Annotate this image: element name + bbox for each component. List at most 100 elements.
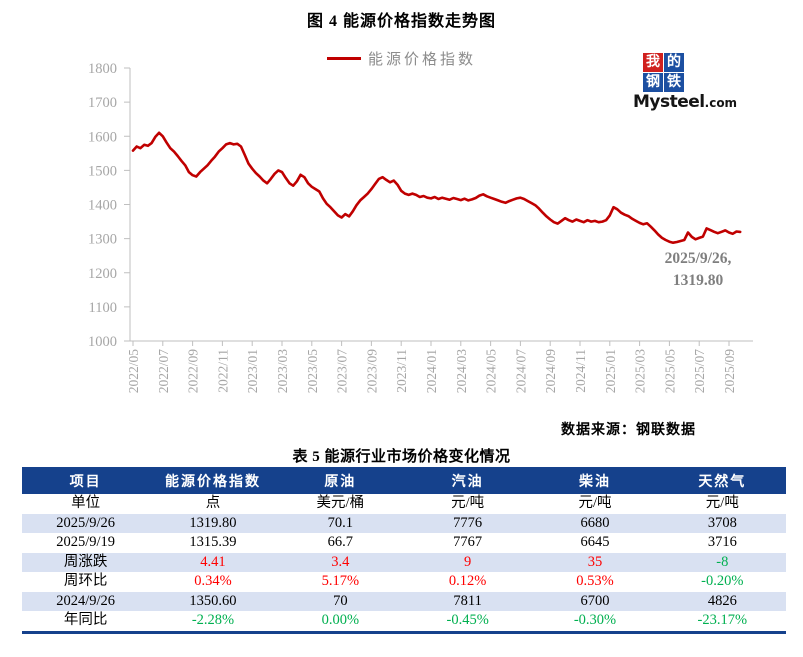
y-axis-label: 1600 — [88, 129, 117, 145]
table-cell: 70 — [276, 591, 404, 611]
x-axis-label: 2024/11 — [573, 349, 588, 393]
table-row: 2024/9/26 1350.60 70 7811 6700 4826 — [22, 591, 786, 611]
table-cell: -23.17% — [697, 612, 748, 628]
x-axis-label: 2023/09 — [364, 349, 379, 394]
mysteel-logo: 我 的 钢 铁 Mysteel.com — [633, 53, 738, 112]
x-axis-label: 2022/09 — [186, 349, 201, 394]
table-header-cell: 汽油 — [403, 467, 532, 494]
table-cell: 3.4 — [276, 552, 404, 572]
table-cell: 7776 — [403, 513, 532, 533]
y-axis-label: 1500 — [88, 163, 117, 179]
logo-char-gang: 钢 — [643, 73, 663, 92]
table-cell: 0.34% — [194, 573, 232, 589]
table-cell: 1319.80 — [149, 513, 277, 533]
annotation-value: 1319.80 — [672, 272, 724, 289]
table-row: 2025/9/19 1315.39 66.7 7767 6645 3716 — [22, 533, 786, 553]
data-source-note: 数据来源：钢联数据 — [561, 423, 696, 438]
table-cell: 2025/9/26 — [22, 513, 150, 533]
table-cell: 9 — [403, 552, 532, 572]
annotation-date: 2025/9/26, — [664, 250, 732, 267]
table-header-cell: 项目 — [22, 467, 150, 494]
table-row: 2025/9/26 1319.80 70.1 7776 6680 3708 — [22, 513, 786, 533]
table-cell: 元/吨 — [578, 495, 612, 511]
table-row: 周涨跌 4.41 3.4 9 35 -8 — [22, 552, 786, 572]
table-cell: 点 — [205, 495, 221, 511]
table-header-cell: 天然气 — [658, 467, 786, 494]
mysteel-wordmark: Mysteel.com — [633, 92, 738, 112]
x-axis-label: 2023/05 — [305, 349, 320, 394]
x-axis-label: 2025/05 — [662, 349, 677, 394]
table-cell: 6645 — [580, 534, 610, 550]
logo-char-wo: 我 — [643, 53, 663, 72]
table-cell: 美元/桶 — [316, 495, 365, 511]
table-cell: -2.28% — [191, 612, 235, 628]
table-cell: 7767 — [453, 534, 483, 550]
table-title: 表 5 能源行业市场价格变化情况 — [292, 449, 511, 465]
table-cell: 1315.39 — [189, 534, 237, 550]
chart-legend: 能源价格指数 — [0, 48, 803, 69]
x-axis-label: 2023/01 — [245, 349, 260, 393]
x-axis-label: 2024/03 — [454, 349, 469, 394]
y-axis-label: 1800 — [88, 61, 117, 77]
table-cell: 66.7 — [327, 534, 353, 550]
y-axis-label: 1000 — [88, 334, 117, 350]
table-cell: 元/吨 — [451, 495, 485, 511]
x-axis-label: 2023/03 — [275, 349, 290, 394]
table-cell: 6680 — [531, 513, 659, 533]
table-cell: 70.1 — [276, 513, 404, 533]
y-axis-label: 1700 — [88, 95, 117, 111]
energy-price-index-chart: 1800 1700 1600 1500 1400 1300 1200 1100 1000 2022… — [88, 61, 753, 394]
legend-line-swatch — [326, 57, 361, 60]
table-cell: 1350.60 — [149, 591, 277, 611]
table-cell: 年同比 — [63, 612, 108, 628]
table-cell: 周涨跌 — [22, 552, 150, 572]
mysteel-logo-grid: 我 的 钢 铁 — [643, 53, 684, 92]
table-cell: 0.00% — [321, 612, 360, 628]
logo-char-de: 的 — [664, 53, 684, 72]
x-axis-label: 2025/09 — [722, 349, 737, 394]
table-cell: 3708 — [658, 513, 786, 533]
x-axis-label: 2025/03 — [633, 349, 648, 394]
x-axis-label: 2022/05 — [126, 349, 141, 394]
figure-title: 图 4 能源价格指数走势图 — [306, 13, 496, 30]
x-axis-label: 2022/07 — [156, 349, 171, 394]
y-axis-label: 1200 — [88, 266, 117, 282]
x-axis-label: 2024/09 — [543, 349, 558, 394]
table-cell: 0.53% — [576, 573, 614, 589]
table-cell: 3716 — [707, 534, 737, 550]
x-axis-label: 2022/11 — [215, 349, 230, 393]
table-cell: 2024/9/26 — [22, 591, 150, 611]
table-row: 单位 点 美元/桶 元/吨 元/吨 元/吨 — [22, 494, 786, 514]
table-header-cell: 能源价格指数 — [149, 467, 277, 494]
x-axis-label: 2024/05 — [484, 349, 499, 394]
table-cell: 4826 — [658, 591, 786, 611]
table-cell: -8 — [658, 552, 786, 572]
energy-price-table: 项目 能源价格指数 原油 汽油 柴油 天然气 单位 点 美元/桶 元/吨 元/吨 元/吨 2025/9… — [22, 467, 786, 634]
x-axis-label: 2025/01 — [603, 349, 618, 393]
legend-label: 能源价格指数 — [367, 52, 476, 68]
table-cell: -0.30% — [573, 612, 617, 628]
x-axis-label: 2024/01 — [424, 349, 439, 393]
x-axis-label: 2023/07 — [335, 349, 350, 394]
x-axis-label: 2025/07 — [692, 349, 707, 394]
table-cell: 0.12% — [448, 573, 487, 589]
table-row: 周环比 0.34% 5.17% 0.12% 0.53% -0.20% — [22, 572, 786, 592]
table-header-cell: 柴油 — [531, 467, 659, 494]
table-cell: 5.17% — [321, 573, 360, 589]
y-axis-label: 1100 — [89, 300, 117, 316]
table-cell: 35 — [531, 552, 659, 572]
table-header-row: 项目 能源价格指数 原油 汽油 柴油 天然气 — [22, 467, 786, 494]
x-axis-label: 2023/11 — [394, 349, 409, 393]
price-table-head: 项目 能源价格指数 原油 汽油 柴油 天然气 — [22, 467, 786, 494]
y-axis-label: 1400 — [88, 198, 117, 214]
table-cell: 6700 — [531, 591, 659, 611]
table-cell: 周环比 — [63, 573, 108, 589]
price-table: 项目 能源价格指数 原油 汽油 柴油 天然气 单位 点 美元/桶 元/吨 元/吨 元/吨 2025/9… — [22, 467, 786, 634]
table-cell: 单位 — [71, 495, 101, 511]
table-cell: 7811 — [403, 591, 532, 611]
table-cell: 元/吨 — [705, 495, 739, 511]
y-axis-label: 1300 — [88, 232, 117, 248]
table-cell: 4.41 — [149, 552, 277, 572]
table-cell: 2025/9/19 — [56, 534, 116, 550]
table-cell: -0.45% — [446, 612, 489, 628]
